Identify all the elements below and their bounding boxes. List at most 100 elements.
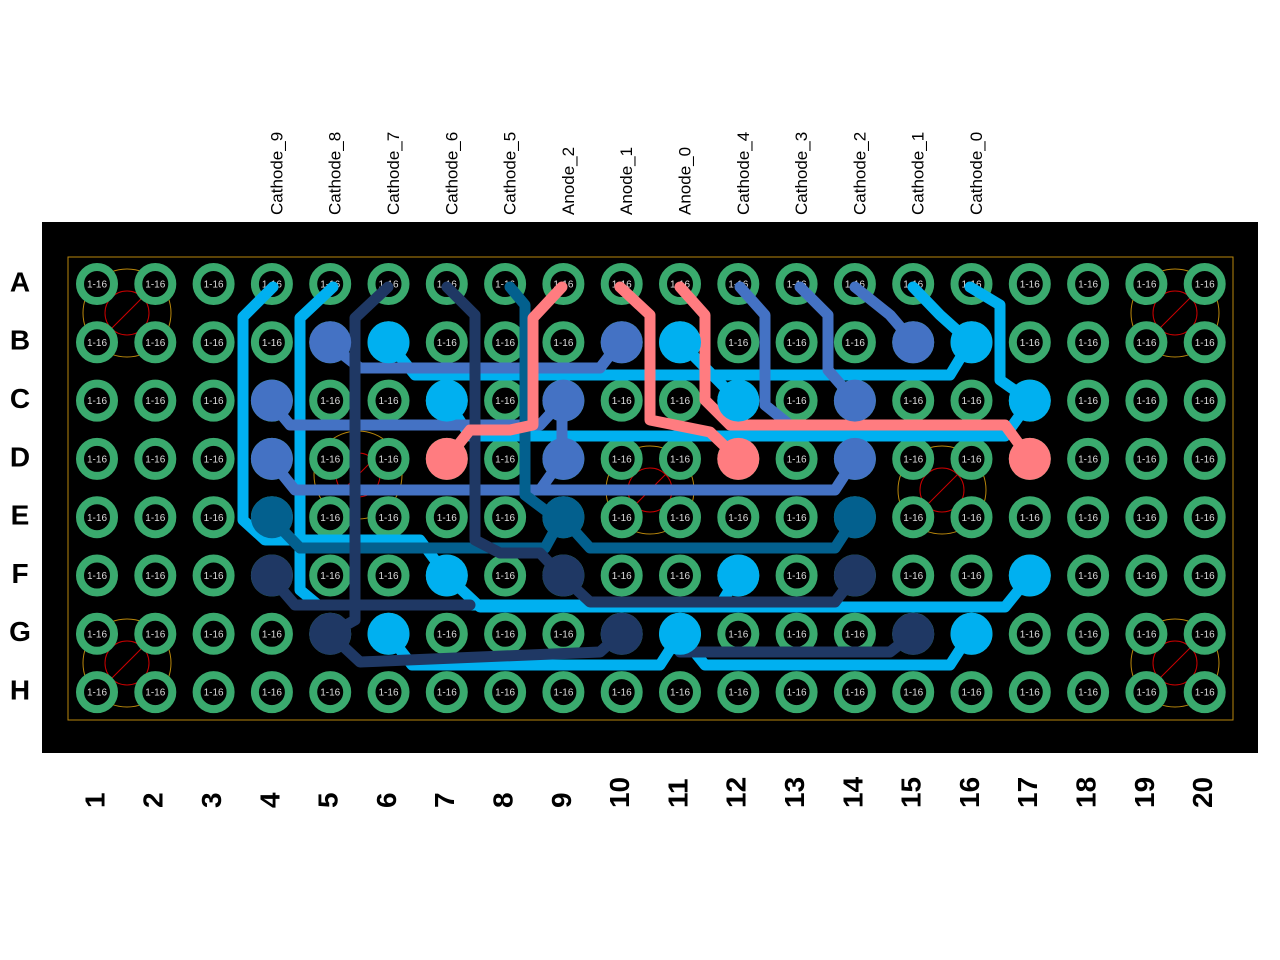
pad-label: 1-16 xyxy=(145,688,165,699)
pad xyxy=(309,554,352,597)
pad xyxy=(892,496,935,539)
trace-pad xyxy=(1008,554,1051,597)
pad xyxy=(367,379,410,422)
pad-label: 1-16 xyxy=(145,571,165,582)
pad xyxy=(717,496,760,539)
pad-label: 1-16 xyxy=(437,688,457,699)
pad-label: 1-16 xyxy=(1195,629,1215,640)
pad xyxy=(1067,321,1110,364)
pad xyxy=(1067,437,1110,480)
trace-pad xyxy=(309,612,352,655)
pad xyxy=(659,379,701,422)
pad-label: 1-16 xyxy=(728,338,748,349)
pad xyxy=(542,321,585,364)
pad xyxy=(717,321,760,364)
trace-pad xyxy=(367,612,410,655)
trace-pad xyxy=(250,496,293,539)
pad xyxy=(833,671,876,714)
pad xyxy=(1067,263,1110,305)
pad-label: 1-16 xyxy=(1195,455,1215,466)
pad xyxy=(76,671,118,714)
pad-label: 1-16 xyxy=(320,688,340,699)
pad xyxy=(134,321,177,364)
pad-label: 1-16 xyxy=(961,513,981,524)
pad xyxy=(309,671,352,714)
column-label: 17 xyxy=(1012,777,1043,808)
pad-label: 1-16 xyxy=(670,688,690,699)
pad xyxy=(950,437,993,480)
trace-pad xyxy=(542,496,585,539)
pad xyxy=(484,671,527,714)
pad-label: 1-16 xyxy=(262,688,282,699)
row-label: A xyxy=(10,266,30,297)
pad-label: 1-16 xyxy=(961,455,981,466)
pad xyxy=(1125,496,1168,539)
pad xyxy=(600,379,643,422)
pad-label: 1-16 xyxy=(145,280,165,291)
pad xyxy=(134,379,177,422)
column-label: 20 xyxy=(1187,777,1218,808)
pad-label: 1-16 xyxy=(437,338,457,349)
row-label: C xyxy=(10,383,30,414)
trace-pad xyxy=(425,554,468,597)
pad xyxy=(775,437,818,480)
column-label: 12 xyxy=(721,777,752,808)
pad-label: 1-16 xyxy=(728,629,748,640)
pad-label: 1-16 xyxy=(787,688,807,699)
pad-label: 1-16 xyxy=(1020,280,1040,291)
pad-label: 1-16 xyxy=(1136,338,1156,349)
pad xyxy=(367,554,410,597)
pad xyxy=(76,321,118,364)
mount-cross xyxy=(1158,646,1192,680)
pad-label: 1-16 xyxy=(204,688,224,699)
pad-label: 1-16 xyxy=(903,513,923,524)
pad xyxy=(192,379,235,422)
mount-ring xyxy=(1130,268,1220,358)
mount-cross xyxy=(1158,296,1192,330)
pad-label: 1-16 xyxy=(1136,571,1156,582)
pad-label: 1-16 xyxy=(320,571,340,582)
row-label: H xyxy=(10,674,30,705)
pad xyxy=(192,321,235,364)
pad xyxy=(1008,321,1051,364)
pad xyxy=(309,437,352,480)
row-label: E xyxy=(11,500,30,531)
net-label: Cathode_0 xyxy=(967,132,986,215)
pad-label: 1-16 xyxy=(670,513,690,524)
pad-label: 1-16 xyxy=(204,571,224,582)
column-label: 18 xyxy=(1070,777,1101,808)
pad xyxy=(192,496,235,539)
trace-pad xyxy=(950,612,993,655)
pad-label: 1-16 xyxy=(961,688,981,699)
pad xyxy=(659,437,701,480)
pad-label: 1-16 xyxy=(495,571,515,582)
row-label: B xyxy=(10,325,30,356)
trace-pad xyxy=(367,321,410,364)
row-label: G xyxy=(9,616,31,647)
pad-label: 1-16 xyxy=(262,629,282,640)
pad xyxy=(833,321,876,364)
pad xyxy=(484,496,527,539)
pad-label: 1-16 xyxy=(378,513,398,524)
pad-label: 1-16 xyxy=(495,629,515,640)
net-label: Cathode_3 xyxy=(792,132,811,215)
pad-label: 1-16 xyxy=(612,571,632,582)
column-label: 8 xyxy=(487,792,518,808)
pad xyxy=(250,612,293,655)
mount-cross xyxy=(110,646,144,680)
pad-label: 1-16 xyxy=(1136,455,1156,466)
pad-label: 1-16 xyxy=(204,629,224,640)
trace-pad xyxy=(425,437,468,480)
trace xyxy=(674,281,1036,465)
pad xyxy=(892,671,935,714)
trace-pad xyxy=(1008,379,1051,422)
pad-label: 1-16 xyxy=(145,396,165,407)
pad-label: 1-16 xyxy=(1078,455,1098,466)
pad xyxy=(600,554,643,597)
pad-label: 1-16 xyxy=(1020,629,1040,640)
pad xyxy=(309,379,352,422)
net-label: Cathode_8 xyxy=(326,132,345,215)
pad-label: 1-16 xyxy=(845,338,865,349)
pad xyxy=(950,379,993,422)
pad-label: 1-16 xyxy=(553,688,573,699)
